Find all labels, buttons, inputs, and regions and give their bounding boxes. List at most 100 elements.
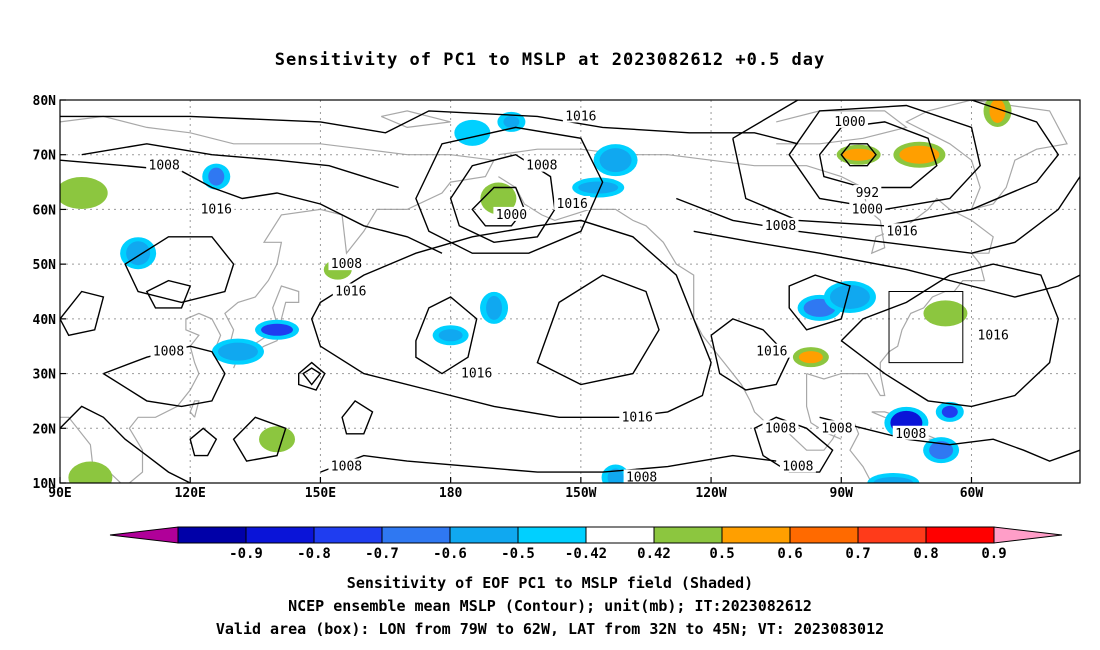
lon-tick-label: 90W	[830, 486, 854, 501]
contour-label: 1016	[622, 410, 653, 425]
coastline-path	[380, 110, 451, 129]
contour-label: 1016	[886, 224, 917, 239]
contour-label: 1000	[834, 115, 865, 130]
shaded-region-core	[607, 468, 624, 483]
lat-tick-label: 30N	[33, 368, 57, 383]
contour-label-bg	[753, 343, 790, 358]
contour-label: 1008	[331, 460, 362, 475]
colorbar-right-triangle	[993, 526, 1063, 544]
shaded-region-core	[208, 167, 225, 186]
coastline-path	[806, 373, 842, 440]
coastline-path	[905, 100, 1068, 210]
contour-label-bg	[328, 256, 365, 271]
map-title: Sensitivity of PC1 to MSLP at 2023082612…	[274, 50, 826, 70]
caption-valid-area: Valid area (box): LON from 79W to 62W, L…	[215, 620, 885, 638]
mslp-contour-line	[232, 416, 287, 462]
contour-label: 1008	[331, 257, 362, 272]
contour-label-bg	[198, 201, 235, 216]
colorbar-segment	[925, 526, 995, 544]
shaded-region-core	[486, 186, 511, 211]
shaded-region-core	[899, 145, 940, 164]
mslp-contour-line	[310, 219, 712, 418]
mslp-contour-line	[415, 126, 604, 254]
mslp-contour-line	[819, 416, 1080, 462]
colorbar-left-triangle	[109, 526, 179, 544]
shaded-region-core	[438, 329, 463, 342]
colorbar-label: 0.6	[777, 546, 802, 562]
shaded-region-core	[61, 181, 102, 206]
lon-tick-label: 120W	[695, 486, 726, 501]
colorbar-label: 0.9	[981, 546, 1006, 562]
mslp-contour-line	[341, 399, 374, 435]
mslp-contour-line	[676, 176, 1080, 254]
shaded-region-core	[265, 430, 290, 449]
mslp-contour-line	[840, 263, 1060, 408]
contour-label-bg	[831, 113, 868, 128]
mslp-contour-line	[710, 318, 791, 391]
colorbar-segment	[585, 526, 655, 544]
lat-tick-label: 40N	[33, 313, 57, 328]
shaded-region-core	[989, 100, 1006, 123]
colorbar-segment	[449, 526, 519, 544]
contour-label: 1008	[626, 471, 657, 486]
lat-tick-label: 50N	[33, 258, 57, 273]
colorbar-segment	[857, 526, 927, 544]
contour-label: 1008	[821, 421, 852, 436]
lat-tick-label: 80N	[33, 94, 57, 109]
contour-label-bg	[779, 458, 816, 473]
coastline-path	[189, 400, 200, 418]
contour-label: 1008	[526, 159, 557, 174]
mslp-contour-line	[788, 104, 981, 211]
colorbar-segment	[517, 526, 587, 544]
mslp-contour-line	[60, 110, 799, 145]
contour-label-bg	[146, 157, 183, 172]
contour-label-bg	[554, 195, 591, 210]
contour-label-bg	[619, 409, 656, 424]
shaded-region-core	[829, 284, 870, 309]
contour-label-bg	[493, 206, 530, 221]
colorbar-segment	[177, 526, 247, 544]
shaded-region-core	[941, 405, 958, 418]
contour-label-bg	[762, 420, 799, 435]
map-frame	[59, 99, 1081, 484]
shaded-region-core	[873, 477, 914, 483]
colorbar-label: -0.42	[565, 546, 607, 562]
contour-label: 1008	[895, 427, 926, 442]
contour-label-bg	[849, 201, 886, 216]
mslp-contour-line	[302, 367, 322, 386]
contour-label-bg	[762, 217, 799, 232]
contour-label-bg	[523, 157, 560, 172]
mslp-contour-line	[693, 230, 1080, 298]
contour-label-bg	[328, 458, 365, 473]
contour-label-bg	[818, 420, 855, 435]
colorbar-label: 0.7	[845, 546, 870, 562]
lon-tick-label: 150E	[305, 486, 336, 501]
lon-tick-label: 120E	[175, 486, 206, 501]
mslp-contour-line	[145, 279, 192, 309]
contour-label-bg	[892, 425, 929, 440]
shaded-region-core	[460, 123, 485, 142]
contour-label-bg	[975, 327, 1012, 342]
shaded-region-core	[798, 351, 823, 364]
colorbar-segment	[653, 526, 723, 544]
shaded-region-core	[217, 342, 258, 361]
contour-label: 1008	[153, 345, 184, 360]
shaded-region-core	[503, 115, 520, 128]
mslp-contour-line	[60, 290, 105, 337]
mslp-contour-line	[60, 405, 191, 483]
contour-label: 1000	[852, 202, 883, 217]
shaded-region-core	[74, 465, 107, 483]
lon-tick-label: 90E	[48, 486, 71, 501]
mslp-contour-line	[124, 236, 235, 304]
contour-label-bg	[562, 108, 599, 123]
lon-tick-label: 60W	[960, 486, 984, 501]
caption-shading: Sensitivity of EOF PC1 to MSLP field (Sh…	[346, 574, 754, 592]
contour-label-bg	[884, 223, 921, 238]
mslp-contour-line	[753, 416, 834, 473]
lon-tick-label: 180	[439, 486, 463, 501]
lat-tick-label: 70N	[33, 149, 57, 164]
shaded-region-core	[929, 304, 962, 323]
shaded-region-core	[486, 295, 503, 320]
mslp-contour-line	[840, 143, 877, 167]
shaded-region-core	[842, 148, 875, 161]
